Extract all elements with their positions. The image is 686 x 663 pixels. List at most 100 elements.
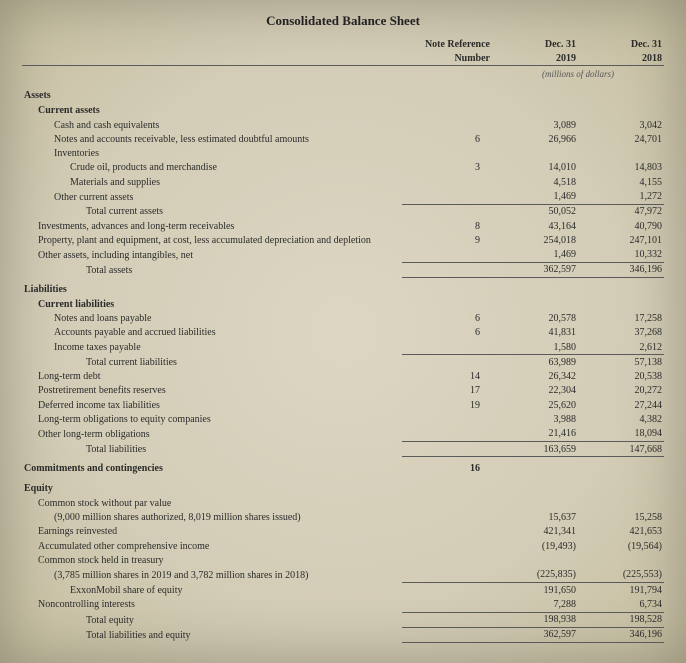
row-label: Current liabilities [22,297,402,311]
row-value-2018 [578,297,664,311]
row-note: 6 [402,312,492,326]
row-note [402,612,492,627]
row-note [402,175,492,189]
row-note [402,511,492,525]
row-value-2019: (19,493) [492,539,578,553]
table-row: Notes and loans payable620,57817,258 [22,312,664,326]
row-value-2019: 421,341 [492,525,578,539]
row-note [402,427,492,442]
row-note [402,118,492,132]
row-label: Inventories [22,147,402,161]
row-value-2019 [492,278,578,298]
row-label: (3,785 million shares in 2019 and 3,782 … [22,568,402,583]
table-row: Accounts payable and accrued liabilities… [22,326,664,340]
row-note: 6 [402,133,492,147]
row-label: Deferred income tax liabilities [22,398,402,412]
row-value-2019: 1,580 [492,340,578,355]
row-label: Total assets [22,263,402,278]
row-note [402,413,492,427]
row-note [402,525,492,539]
row-label: Assets [22,84,402,104]
row-value-2018: 17,258 [578,312,664,326]
table-row: (3,785 million shares in 2019 and 3,782 … [22,568,664,583]
table-row: Total equity198,938198,528 [22,612,664,627]
row-note: 14 [402,370,492,384]
table-row: Total liabilities163,659147,668 [22,442,664,457]
table-row: Other current assets1,4691,272 [22,190,664,205]
row-value-2018 [578,147,664,161]
row-value-2019 [492,84,578,104]
row-value-2018 [578,457,664,477]
row-note [402,340,492,355]
row-value-2018: 57,138 [578,355,664,370]
row-value-2019: 15,637 [492,511,578,525]
row-value-2019 [492,554,578,568]
row-label: Other long-term obligations [22,427,402,442]
table-row: Commitments and contingencies16 [22,457,664,477]
row-value-2018: 247,101 [578,234,664,248]
header-col2: Dec. 31 [578,38,664,52]
row-value-2018: 198,528 [578,612,664,627]
row-label: Crude oil, products and merchandise [22,161,402,175]
row-value-2019: 362,597 [492,627,578,642]
table-row: Deferred income tax liabilities1925,6202… [22,398,664,412]
table-row: Assets [22,84,664,104]
row-note [402,204,492,219]
row-value-2019: 1,469 [492,248,578,263]
row-value-2019: 1,469 [492,190,578,205]
row-note [402,263,492,278]
row-note [402,583,492,598]
row-value-2019: 41,831 [492,326,578,340]
row-note [402,627,492,642]
table-row: Notes and accounts receivable, less esti… [22,133,664,147]
row-value-2019: 25,620 [492,398,578,412]
row-value-2018: 14,803 [578,161,664,175]
row-label: Income taxes payable [22,340,402,355]
row-label: Total liabilities [22,442,402,457]
row-label: Other current assets [22,190,402,205]
row-value-2019: 26,966 [492,133,578,147]
row-label: Long-term obligations to equity companie… [22,413,402,427]
row-value-2018: 147,668 [578,442,664,457]
units-label: (millions of dollars) [492,66,664,85]
row-value-2019: 22,304 [492,384,578,398]
row-note [402,442,492,457]
row-value-2018: 3,042 [578,118,664,132]
row-note [402,147,492,161]
row-note [402,297,492,311]
row-note [402,190,492,205]
row-value-2018 [578,84,664,104]
table-row: Property, plant and equipment, at cost, … [22,234,664,248]
table-row: Long-term debt1426,34220,538 [22,370,664,384]
row-label: Long-term debt [22,370,402,384]
row-label: ExxonMobil share of equity [22,583,402,598]
row-value-2019: 7,288 [492,597,578,612]
row-value-2018: 191,794 [578,583,664,598]
row-value-2019: 3,988 [492,413,578,427]
row-value-2019: 21,416 [492,427,578,442]
row-value-2018: 18,094 [578,427,664,442]
row-note: 3 [402,161,492,175]
row-label: Current assets [22,104,402,118]
header-col1b: 2019 [492,51,578,65]
row-value-2019: 362,597 [492,263,578,278]
row-label: Cash and cash equivalents [22,118,402,132]
table-row: Long-term obligations to equity companie… [22,413,664,427]
row-value-2018 [578,496,664,510]
header-note: Note Reference [402,38,492,52]
row-label: Investments, advances and long-term rece… [22,219,402,233]
row-value-2019: 198,938 [492,612,578,627]
table-row: Materials and supplies4,5184,155 [22,175,664,189]
table-row: Noncontrolling interests7,2886,734 [22,597,664,612]
row-note: 17 [402,384,492,398]
row-note [402,568,492,583]
balance-sheet-page: Consolidated Balance Sheet Note Referenc… [0,0,686,663]
row-value-2019: (225,835) [492,568,578,583]
table-row: Total assets362,597346,196 [22,263,664,278]
row-value-2019 [492,104,578,118]
row-value-2019 [492,457,578,477]
row-label: Common stock without par value [22,496,402,510]
balance-sheet-table: Note ReferenceDec. 31Dec. 31Number201920… [22,38,664,644]
row-note [402,278,492,298]
row-value-2018: 4,155 [578,175,664,189]
